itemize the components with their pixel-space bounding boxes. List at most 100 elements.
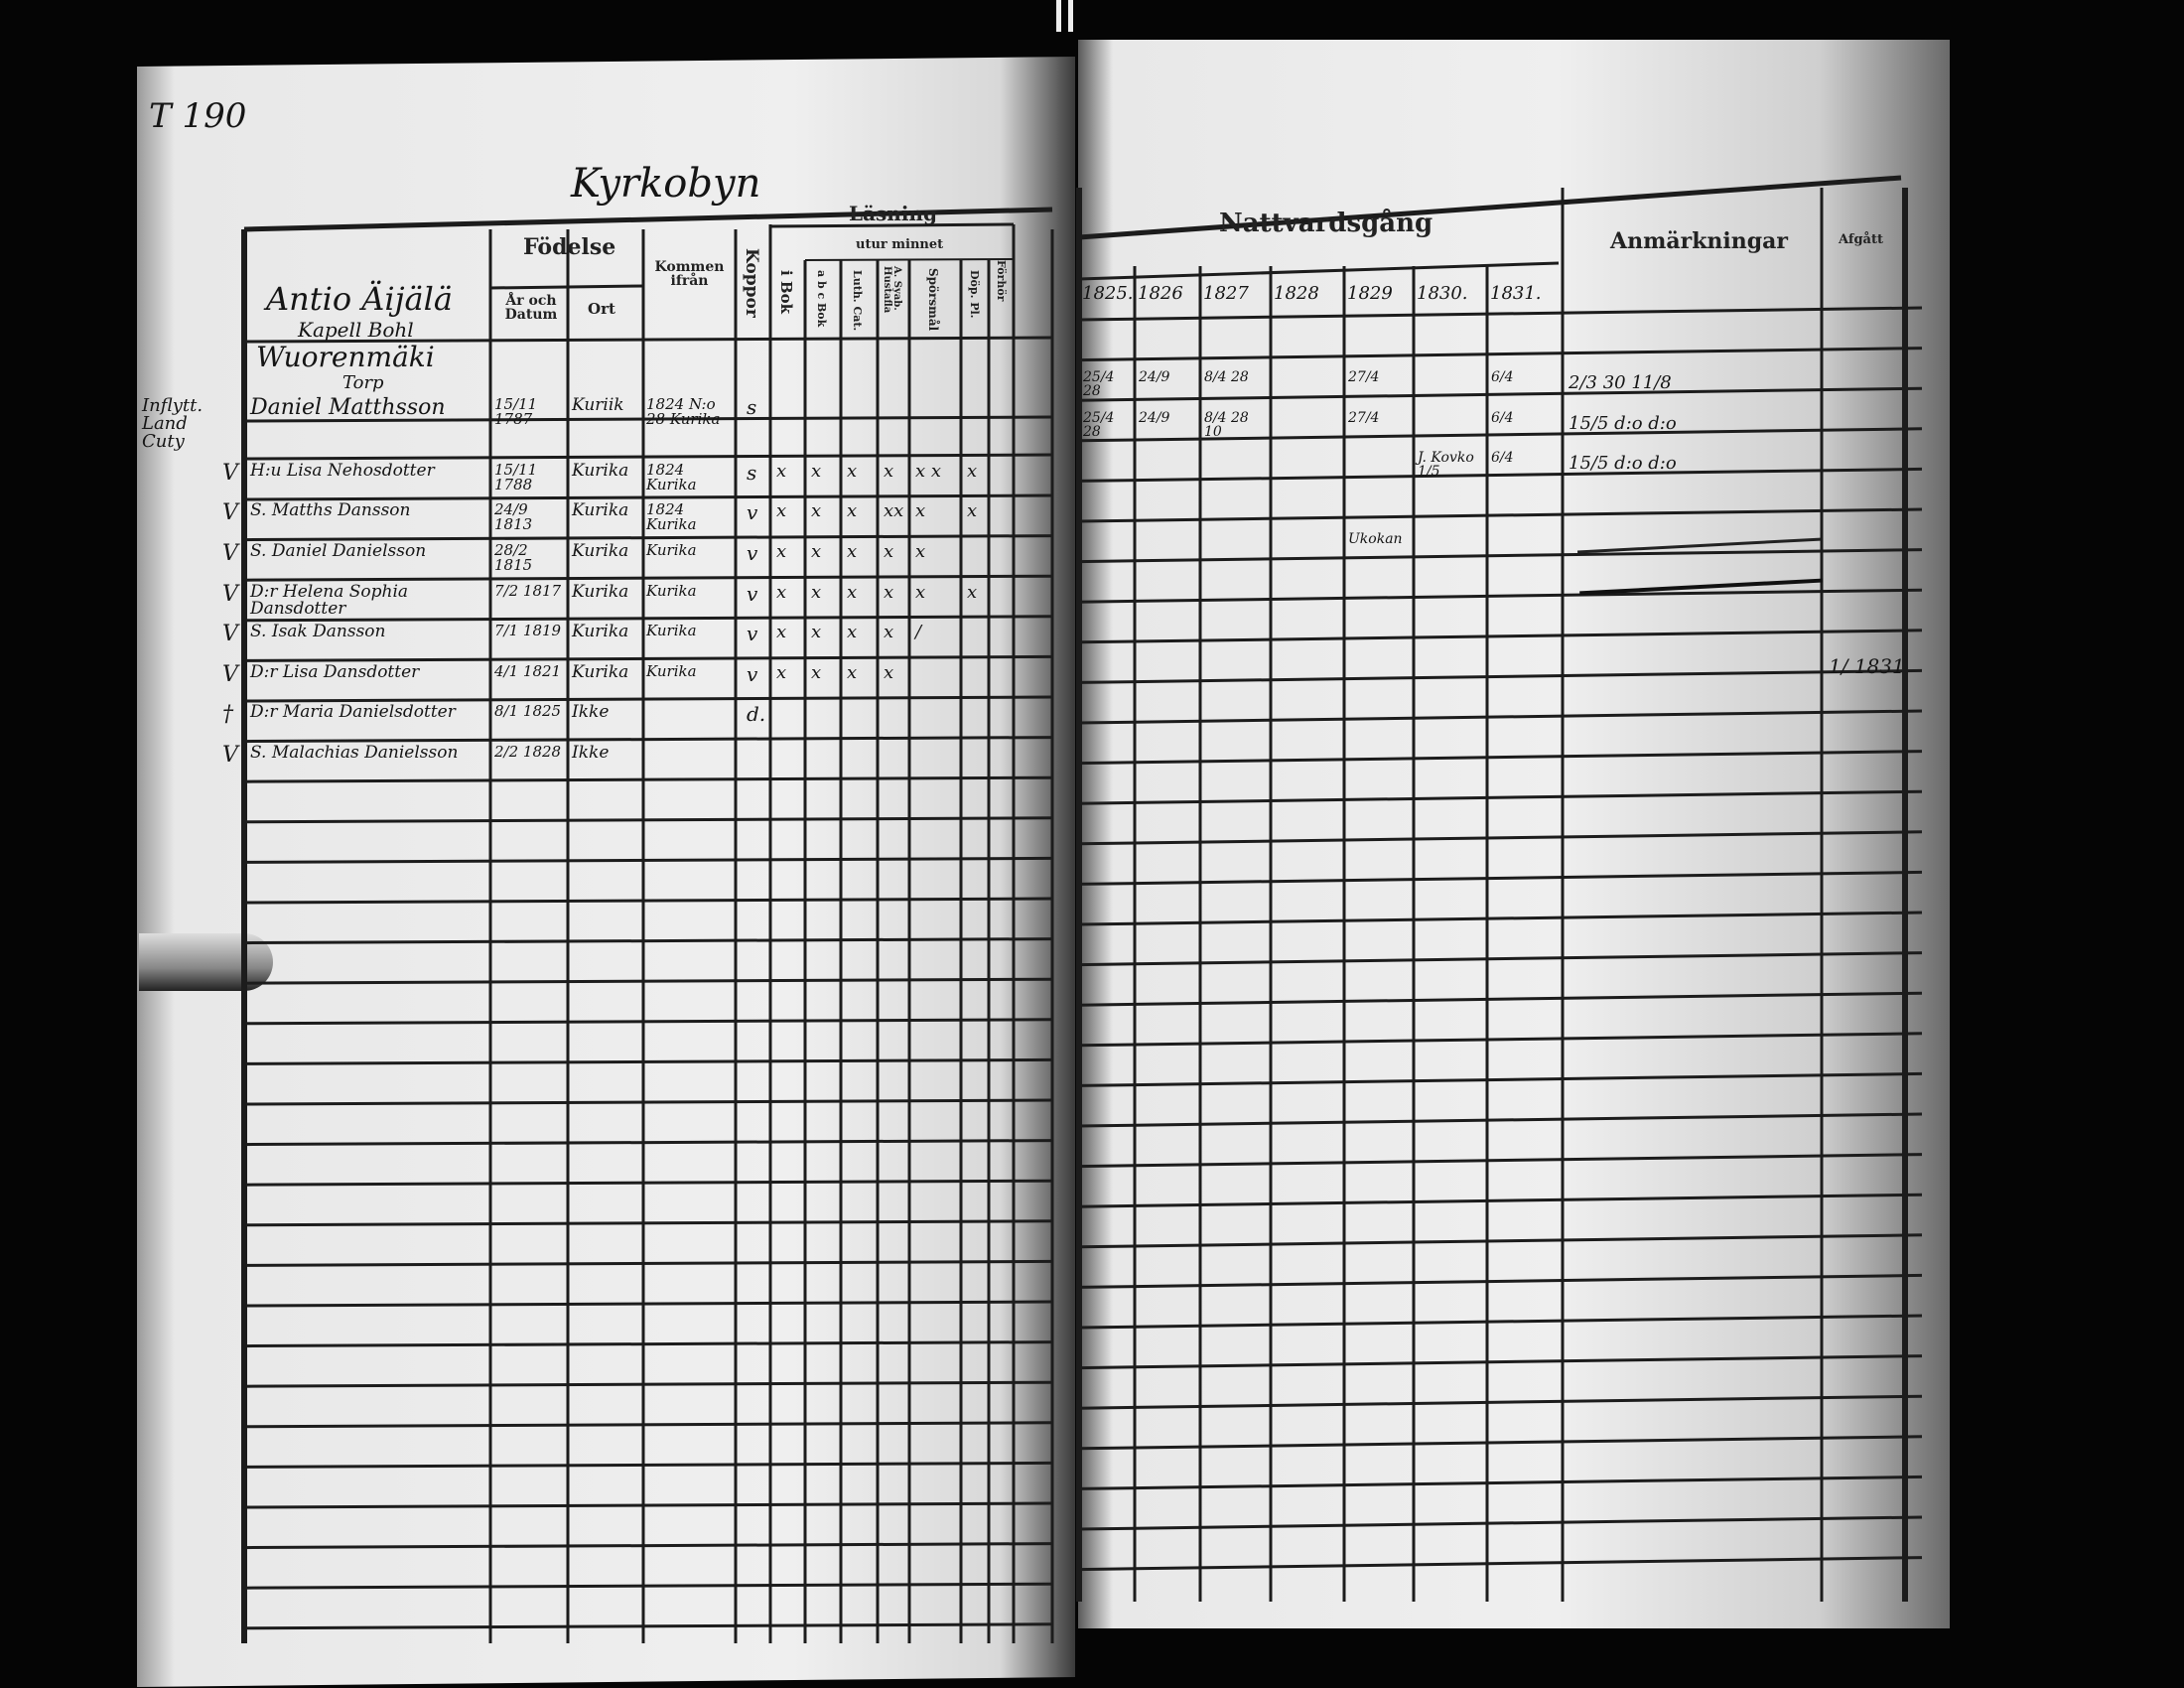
reading-mark: x [776, 541, 787, 562]
reading-mark: x [967, 500, 978, 521]
header-ar-och-datum: År och Datum [504, 293, 558, 323]
right-row-rule [1078, 1112, 1923, 1128]
right-row-rule [1078, 507, 1923, 523]
left-row-rule [243, 937, 1053, 945]
birth-date: 2/2 1828 [494, 743, 562, 761]
page-number: T 190 [149, 96, 247, 136]
reading-mark: x [811, 582, 822, 603]
person-name: H:u Lisa Nehosdotter [250, 461, 435, 481]
right-row-rule [1078, 1394, 1923, 1410]
birth-date: 24/9 1813 [494, 500, 533, 533]
person-name: Daniel Matthsson [250, 395, 446, 420]
right-row-rule [1078, 1354, 1923, 1370]
right-row-rule [1078, 870, 1923, 886]
communion-date: 24/9 [1139, 368, 1170, 385]
reading-mark: x [884, 541, 894, 562]
person-name: S. Malachias Danielsson [250, 743, 459, 763]
right-row-rule [1078, 306, 1923, 322]
birth-date: 15/11 1787 [494, 395, 538, 428]
communion-date: 25/4 28 [1083, 409, 1115, 440]
left-row-rule [243, 1179, 1053, 1187]
header-afgatt: Afgått [1839, 232, 1883, 247]
header-year: 1830. [1417, 283, 1468, 304]
koppor-mark: v [747, 500, 758, 524]
birth-place: Ikke [572, 702, 610, 722]
header-ort: Ort [588, 300, 615, 318]
right-row-rule [1078, 1435, 1923, 1451]
right-row-rule [1078, 830, 1923, 846]
margin-mark: V [222, 582, 238, 607]
header-utur-minnet: utur minnet [856, 237, 944, 252]
left-row-rule [243, 493, 1053, 501]
birth-place: Kurika [572, 662, 629, 682]
koppor-mark: v [747, 662, 758, 686]
header-koppor: Koppor [742, 248, 761, 318]
remark: 2/3 30 11/8 [1569, 371, 1672, 393]
koppor-mark: s [747, 395, 757, 419]
margin-mark: V [222, 662, 238, 687]
reading-mark: x [967, 461, 978, 482]
left-row-rule [243, 574, 1053, 582]
right-row-rule [1078, 1233, 1923, 1249]
communion-date: 6/4 [1491, 368, 1514, 385]
reading-mark: x [847, 622, 858, 642]
left-row-rule [243, 453, 1053, 461]
communion-date: 27/4 [1348, 368, 1380, 385]
header-year: 1827 [1203, 283, 1249, 304]
came-from: Kurika [646, 582, 697, 600]
right-row-rule [1078, 1273, 1923, 1289]
right-row-rule [1078, 789, 1923, 805]
person-name: D:r Helena Sophia Dansdotter [250, 582, 409, 619]
header-nattvardsgang: Nattvardsgång [1219, 209, 1433, 238]
left-row-rule [243, 1139, 1053, 1147]
reading-mark: x [811, 461, 822, 482]
reading-mark: x [776, 500, 787, 521]
reading-mark: x [847, 662, 858, 683]
reading-mark: x [915, 500, 926, 521]
koppor-mark: v [747, 582, 758, 606]
communion-date: 6/4 [1491, 450, 1514, 467]
reading-mark: x [847, 582, 858, 603]
communion-date: 25/4 28 [1083, 368, 1115, 399]
header-i-bok: i Bok [777, 270, 795, 314]
left-row-rule [243, 1219, 1053, 1227]
right-row-rule [1078, 1071, 1923, 1087]
right-row-rule [1078, 1153, 1923, 1169]
right-row-rule [1078, 427, 1923, 443]
margin-mark: V [222, 743, 238, 768]
left-row-rule [243, 1542, 1053, 1550]
right-row-rule [1078, 386, 1923, 402]
header-year: 1825. [1082, 283, 1134, 304]
farm-name: Wuorenmäki [256, 341, 435, 373]
birth-place: Kurika [572, 582, 629, 602]
left-row-rule [243, 336, 1053, 344]
left-row-rule [243, 977, 1053, 985]
person-name: D:r Maria Danielsdotter [250, 702, 456, 722]
right-row-rule [1078, 1193, 1923, 1208]
reading-mark: x [884, 461, 894, 482]
reading-mark: x [776, 582, 787, 603]
right-row-rule [1078, 709, 1923, 725]
left-row-rule [243, 1057, 1053, 1065]
koppor-mark: v [747, 541, 758, 565]
birth-place: Kuriik [572, 395, 624, 415]
reading-mark: x x [915, 461, 942, 482]
name-column-heading: Antio Äijälä [266, 280, 453, 318]
left-row-rule [243, 615, 1053, 623]
lasning-subrule [769, 222, 1015, 228]
left-row-rule [243, 415, 1053, 423]
communion-date: Ukokan [1348, 530, 1403, 547]
left-row-rule [243, 654, 1053, 662]
communion-date: 8/4 28 10 [1204, 409, 1249, 440]
binding-mark [1056, 0, 1061, 32]
reading-mark: xx [884, 500, 904, 521]
left-row-rule [243, 1380, 1053, 1388]
birth-date: 7/1 1819 [494, 622, 562, 639]
right-row-rule [1078, 1556, 1923, 1572]
name-column-subheading: Kapell Bohl [298, 318, 414, 342]
left-row-rule [243, 897, 1053, 905]
person-name: S. Matths Dansson [250, 500, 411, 520]
header-top-rule [1078, 175, 1902, 240]
right-row-rule [1078, 588, 1923, 604]
reading-mark: x [811, 500, 822, 521]
